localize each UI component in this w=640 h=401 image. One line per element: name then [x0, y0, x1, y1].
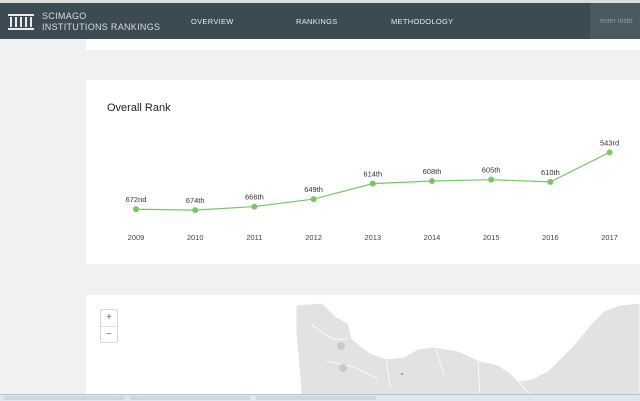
x-tick-label: 2017 [601, 233, 618, 242]
rank-point[interactable] [369, 180, 376, 187]
map-border [311, 324, 531, 396]
rank-data-label: 672nd [126, 195, 147, 204]
rank-data-label: 614th [363, 170, 382, 179]
taskbar-button[interactable] [256, 396, 376, 400]
institution-building-icon[interactable] [8, 14, 34, 30]
x-tick-label: 2012 [305, 233, 322, 242]
rank-data-label: 543rd [600, 138, 619, 147]
x-tick-label: 2011 [246, 233, 262, 242]
rank-point[interactable] [192, 207, 199, 214]
os-taskbar [0, 394, 640, 401]
overall-rank-card: Overall Rank 672nd 2009 674th 2010 666th 2011… [86, 80, 640, 264]
rank-point[interactable] [429, 178, 435, 184]
rank-point[interactable] [547, 178, 554, 185]
rank-point[interactable] [251, 203, 258, 210]
taskbar-button[interactable] [130, 396, 250, 400]
x-tick-label: 2013 [364, 233, 381, 242]
x-tick-label: 2016 [542, 233, 559, 242]
rank-data-label: 666th [245, 193, 264, 202]
window-top-border [0, 0, 640, 3]
map-card: + − [86, 295, 640, 400]
rank-data-label: 674th [186, 196, 205, 205]
rank-point[interactable] [606, 149, 613, 156]
card-title: Overall Rank [107, 102, 171, 114]
x-tick-label: 2015 [483, 233, 500, 242]
rank-data-label: 605th [482, 166, 501, 175]
nav-rankings[interactable]: RANKINGS [296, 17, 338, 26]
brand-line-2: INSTITUTIONS RANKINGS [42, 22, 161, 32]
map-marker [339, 364, 347, 372]
map-landmass [295, 302, 640, 400]
world-map[interactable] [86, 295, 640, 400]
rank-data-label: 649th [304, 185, 323, 194]
brand-line-1: SCIMAGO [42, 11, 87, 21]
rank-point[interactable] [488, 176, 495, 183]
rank-data-label: 610th [541, 168, 560, 177]
zoom-control: + − [100, 309, 118, 343]
rank-point[interactable] [310, 196, 317, 203]
nav-methodology[interactable]: METHODOLOGY [391, 17, 454, 26]
x-tick-label: 2010 [187, 233, 204, 242]
map-marker [337, 342, 345, 350]
x-tick-label: 2014 [424, 233, 441, 242]
overall-rank-chart: 672nd 2009 674th 2010 666th 2011 649th 2012 614t… [126, 138, 620, 242]
nav-overview[interactable]: OVERVIEW [191, 17, 234, 26]
rank-point[interactable] [133, 206, 139, 213]
x-tick-label: 2009 [128, 233, 145, 242]
zoom-out-button[interactable]: − [101, 326, 117, 343]
zoom-in-button[interactable]: + [106, 312, 112, 323]
rank-data-label: 608th [423, 167, 442, 176]
top-navbar: SCIMAGO INSTITUTIONS RANKINGS OVERVIEW R… [0, 3, 640, 39]
map-marker [401, 373, 403, 375]
taskbar-button[interactable] [4, 396, 124, 400]
search-input[interactable] [590, 3, 640, 39]
brand-logo-text[interactable]: SCIMAGO INSTITUTIONS RANKINGS [42, 11, 160, 33]
previous-card-edge [86, 39, 640, 50]
